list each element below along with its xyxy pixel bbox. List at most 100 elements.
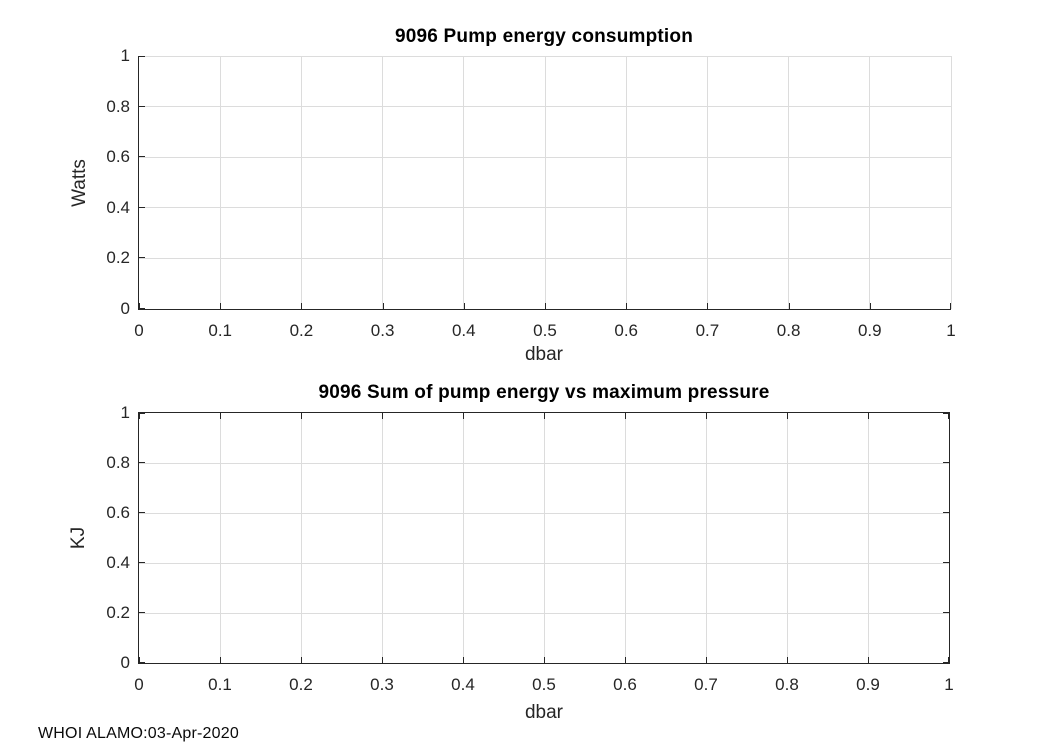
vertical-gridline [788, 56, 790, 309]
y-tick-mark [943, 562, 949, 563]
vertical-gridline [219, 413, 221, 663]
vertical-gridline [300, 56, 302, 309]
x-tick-label: 1 [944, 675, 954, 694]
vertical-gridline [950, 56, 952, 309]
y-tick-label: 0.8 [106, 96, 130, 116]
y-tick-mark [943, 612, 949, 613]
x-tick-mark [787, 657, 788, 663]
y-tick-label: 0.8 [106, 453, 130, 472]
horizontal-gridline [139, 106, 951, 108]
vertical-gridline [462, 413, 464, 663]
x-tick-mark [706, 413, 707, 419]
y-tick-label: 0.6 [106, 147, 130, 167]
horizontal-gridline [139, 462, 949, 464]
y-tick-label: 0 [120, 653, 130, 672]
x-tick-mark [463, 413, 464, 419]
x-tick-label: 0.9 [856, 675, 880, 694]
x-tick-label: 0.9 [857, 321, 882, 340]
y-tick-mark [139, 612, 145, 613]
figure-footer-text: WHOI ALAMO:03-Apr-2020 [38, 725, 239, 742]
x-tick-mark [626, 303, 628, 309]
x-tick-mark [545, 303, 546, 309]
y-tick-mark [943, 462, 949, 463]
y-tick-mark [139, 206, 145, 208]
vertical-gridline [544, 56, 546, 309]
y-tick-label: 0.4 [106, 197, 130, 217]
x-tick-mark [544, 413, 545, 419]
x-tick-label: 0.1 [208, 675, 232, 694]
vertical-gridline [219, 56, 221, 309]
x-tick-mark [463, 657, 464, 663]
vertical-gridline [705, 413, 707, 663]
y-tick-label: 0.6 [106, 503, 130, 522]
y-axis-label: KJ [68, 526, 89, 550]
y-tick-mark [943, 662, 949, 663]
x-tick-label: 0 [134, 675, 144, 694]
x-tick-label: 0.3 [370, 321, 395, 340]
x-tick-mark [706, 657, 707, 663]
y-tick-label: 1 [120, 403, 130, 422]
vertical-gridline [381, 413, 383, 663]
y-tick-mark [139, 512, 145, 513]
x-tick-mark [868, 413, 869, 419]
vertical-gridline [624, 413, 626, 663]
vertical-gridline [300, 413, 302, 663]
y-tick-mark [943, 413, 949, 414]
horizontal-gridline [139, 562, 949, 564]
horizontal-gridline [139, 512, 949, 514]
x-tick-mark [301, 657, 302, 663]
x-tick-mark [382, 413, 383, 419]
vertical-gridline [543, 413, 545, 663]
x-tick-label: 0.2 [289, 675, 313, 694]
x-tick-label: 0.5 [533, 321, 557, 340]
y-tick-mark [943, 512, 949, 513]
x-tick-mark [788, 303, 790, 309]
x-tick-label: 0.4 [451, 321, 476, 340]
y-tick-label: 0.4 [106, 553, 130, 572]
y-tick-label: 1 [120, 46, 130, 65]
vertical-gridline [625, 56, 627, 309]
x-axis-label: dbar [524, 344, 564, 365]
x-tick-label: 0.6 [614, 321, 638, 340]
x-tick-mark [382, 303, 384, 309]
x-tick-mark [463, 303, 465, 309]
x-tick-mark [220, 413, 221, 419]
vertical-gridline [463, 56, 465, 309]
horizontal-gridline [139, 257, 951, 259]
x-tick-mark [139, 413, 140, 419]
x-tick-mark [139, 657, 140, 663]
x-tick-label: 0.4 [451, 675, 475, 694]
x-tick-label: 0.7 [694, 675, 718, 694]
x-tick-mark [868, 657, 869, 663]
x-tick-mark [787, 413, 788, 419]
x-tick-mark [382, 657, 383, 663]
x-tick-mark [625, 657, 626, 663]
x-tick-label: 0.8 [775, 675, 799, 694]
x-tick-mark [869, 303, 871, 309]
y-tick-label: 0.2 [106, 603, 130, 622]
y-tick-mark [139, 562, 145, 563]
vertical-gridline [706, 56, 708, 309]
x-tick-mark [625, 413, 626, 419]
horizontal-gridline [139, 55, 951, 57]
chart-title: 9096 Pump energy consumption [394, 26, 694, 47]
x-tick-label: 0.7 [695, 321, 720, 340]
vertical-gridline [867, 413, 869, 663]
x-tick-mark [950, 303, 951, 309]
plot-area [138, 55, 952, 310]
vertical-gridline [382, 56, 384, 309]
chart-title: 9096 Sum of pump energy vs maximum press… [318, 382, 770, 403]
x-tick-label: 0.3 [370, 675, 394, 694]
y-tick-mark [139, 413, 145, 414]
x-tick-mark [220, 303, 222, 309]
vertical-gridline [869, 56, 871, 309]
y-tick-mark [139, 462, 145, 463]
horizontal-gridline [139, 156, 951, 158]
y-tick-mark [139, 105, 145, 107]
x-tick-mark [948, 657, 949, 663]
y-tick-mark [139, 662, 145, 663]
horizontal-gridline [139, 207, 951, 209]
